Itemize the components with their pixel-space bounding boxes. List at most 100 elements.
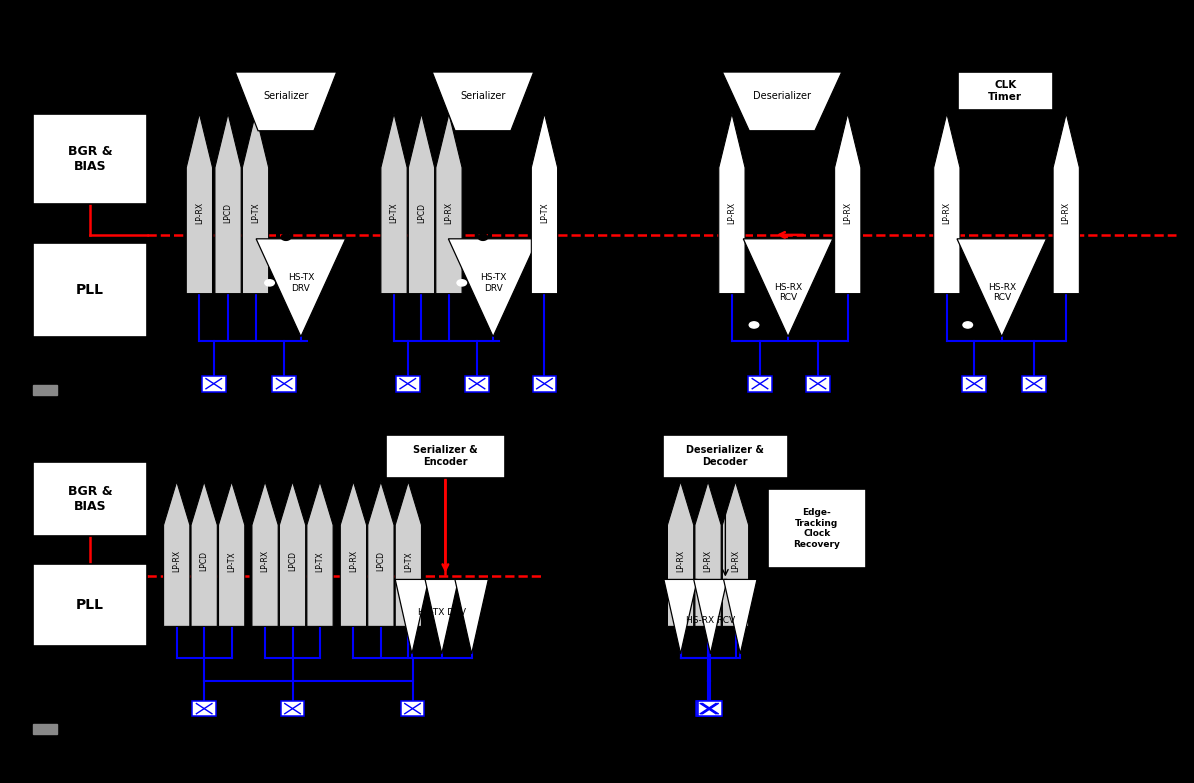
- Bar: [272, 376, 296, 392]
- Bar: [533, 376, 556, 392]
- Text: Serializer &
Encoder: Serializer & Encoder: [413, 446, 478, 467]
- Polygon shape: [719, 114, 745, 294]
- Polygon shape: [531, 114, 558, 294]
- Bar: [281, 701, 304, 716]
- Polygon shape: [191, 482, 217, 626]
- Text: LP-TX: LP-TX: [404, 551, 413, 572]
- Polygon shape: [425, 579, 458, 654]
- Bar: [1022, 376, 1046, 392]
- Bar: [747, 376, 771, 392]
- Text: LP-RX: LP-RX: [843, 201, 853, 224]
- Text: LPCD: LPCD: [199, 551, 209, 572]
- Text: LP-RX: LP-RX: [676, 550, 685, 572]
- Polygon shape: [432, 72, 534, 131]
- Polygon shape: [395, 579, 429, 654]
- Bar: [464, 376, 488, 392]
- Text: Edge-
Tracking
Clock
Recovery: Edge- Tracking Clock Recovery: [793, 508, 841, 549]
- Polygon shape: [1053, 114, 1079, 294]
- Polygon shape: [724, 579, 757, 654]
- Text: LP-RX: LP-RX: [444, 201, 454, 224]
- Bar: [400, 701, 424, 716]
- Bar: [202, 376, 226, 392]
- Circle shape: [457, 280, 467, 286]
- Polygon shape: [235, 72, 337, 131]
- Circle shape: [750, 322, 759, 328]
- Polygon shape: [743, 239, 832, 337]
- Polygon shape: [381, 114, 407, 294]
- Text: LPCD: LPCD: [223, 203, 233, 222]
- Text: HS-TX
DRV: HS-TX DRV: [288, 273, 314, 293]
- Bar: [696, 701, 720, 716]
- Polygon shape: [408, 114, 435, 294]
- Polygon shape: [242, 114, 269, 294]
- Polygon shape: [279, 482, 306, 626]
- Bar: [386, 435, 505, 478]
- Polygon shape: [722, 72, 842, 131]
- Text: LP-TX: LP-TX: [251, 202, 260, 223]
- Text: HS-TX
DRV: HS-TX DRV: [480, 273, 506, 293]
- Bar: [698, 701, 722, 716]
- Circle shape: [265, 280, 275, 286]
- Polygon shape: [252, 482, 278, 626]
- Bar: [33, 385, 57, 395]
- Text: LP-RX: LP-RX: [195, 201, 204, 224]
- Bar: [33, 114, 147, 204]
- Polygon shape: [835, 114, 861, 294]
- Bar: [33, 564, 147, 646]
- Bar: [697, 701, 721, 716]
- Polygon shape: [934, 114, 960, 294]
- Polygon shape: [436, 114, 462, 294]
- Text: PLL: PLL: [76, 283, 104, 297]
- Bar: [192, 701, 216, 716]
- Text: LPCD: LPCD: [288, 551, 297, 572]
- Text: CLK
Timer: CLK Timer: [989, 80, 1022, 102]
- Text: Deserializer &
Decoder: Deserializer & Decoder: [687, 446, 764, 467]
- Polygon shape: [186, 114, 213, 294]
- Polygon shape: [256, 239, 345, 337]
- Text: LP-RX: LP-RX: [942, 201, 952, 224]
- Text: LP-TX: LP-TX: [227, 551, 236, 572]
- Text: BGR &
BIAS: BGR & BIAS: [68, 145, 112, 172]
- Text: Serializer: Serializer: [460, 91, 506, 100]
- Text: HS-RX
RCV: HS-RX RCV: [774, 283, 802, 302]
- Text: LP-RX: LP-RX: [727, 201, 737, 224]
- Text: HS-RX RCV: HS-RX RCV: [685, 616, 736, 625]
- Bar: [33, 462, 147, 536]
- Polygon shape: [455, 579, 488, 654]
- Polygon shape: [307, 482, 333, 626]
- Text: LP-TX: LP-TX: [389, 202, 399, 223]
- Text: LP-RX: LP-RX: [1061, 201, 1071, 224]
- Polygon shape: [695, 482, 721, 626]
- Text: LP-RX: LP-RX: [260, 550, 270, 572]
- Text: HS-RX
RCV: HS-RX RCV: [987, 283, 1016, 302]
- Polygon shape: [664, 579, 697, 654]
- Text: LP-TX: LP-TX: [540, 202, 549, 223]
- Bar: [768, 489, 866, 568]
- Text: LP-RX: LP-RX: [349, 550, 358, 572]
- Polygon shape: [395, 482, 421, 626]
- Circle shape: [478, 234, 487, 240]
- Text: Serializer: Serializer: [263, 91, 309, 100]
- Polygon shape: [956, 239, 1046, 337]
- Polygon shape: [667, 482, 694, 626]
- Polygon shape: [215, 114, 241, 294]
- Bar: [33, 724, 57, 734]
- Polygon shape: [219, 482, 245, 626]
- Text: HS-TX DRV: HS-TX DRV: [418, 608, 466, 617]
- Bar: [33, 243, 147, 337]
- Polygon shape: [448, 239, 537, 337]
- Polygon shape: [164, 482, 190, 626]
- Text: LP-RX: LP-RX: [172, 550, 181, 572]
- Text: LPCD: LPCD: [417, 203, 426, 222]
- Text: LP-RX: LP-RX: [731, 550, 740, 572]
- Polygon shape: [722, 482, 749, 626]
- Polygon shape: [340, 482, 367, 626]
- Bar: [962, 376, 986, 392]
- Text: PLL: PLL: [76, 598, 104, 612]
- Text: LP-RX: LP-RX: [703, 550, 713, 572]
- Text: BGR &
BIAS: BGR & BIAS: [68, 485, 112, 513]
- Bar: [806, 376, 830, 392]
- Circle shape: [281, 234, 291, 240]
- Bar: [958, 72, 1053, 110]
- Text: LPCD: LPCD: [376, 551, 386, 572]
